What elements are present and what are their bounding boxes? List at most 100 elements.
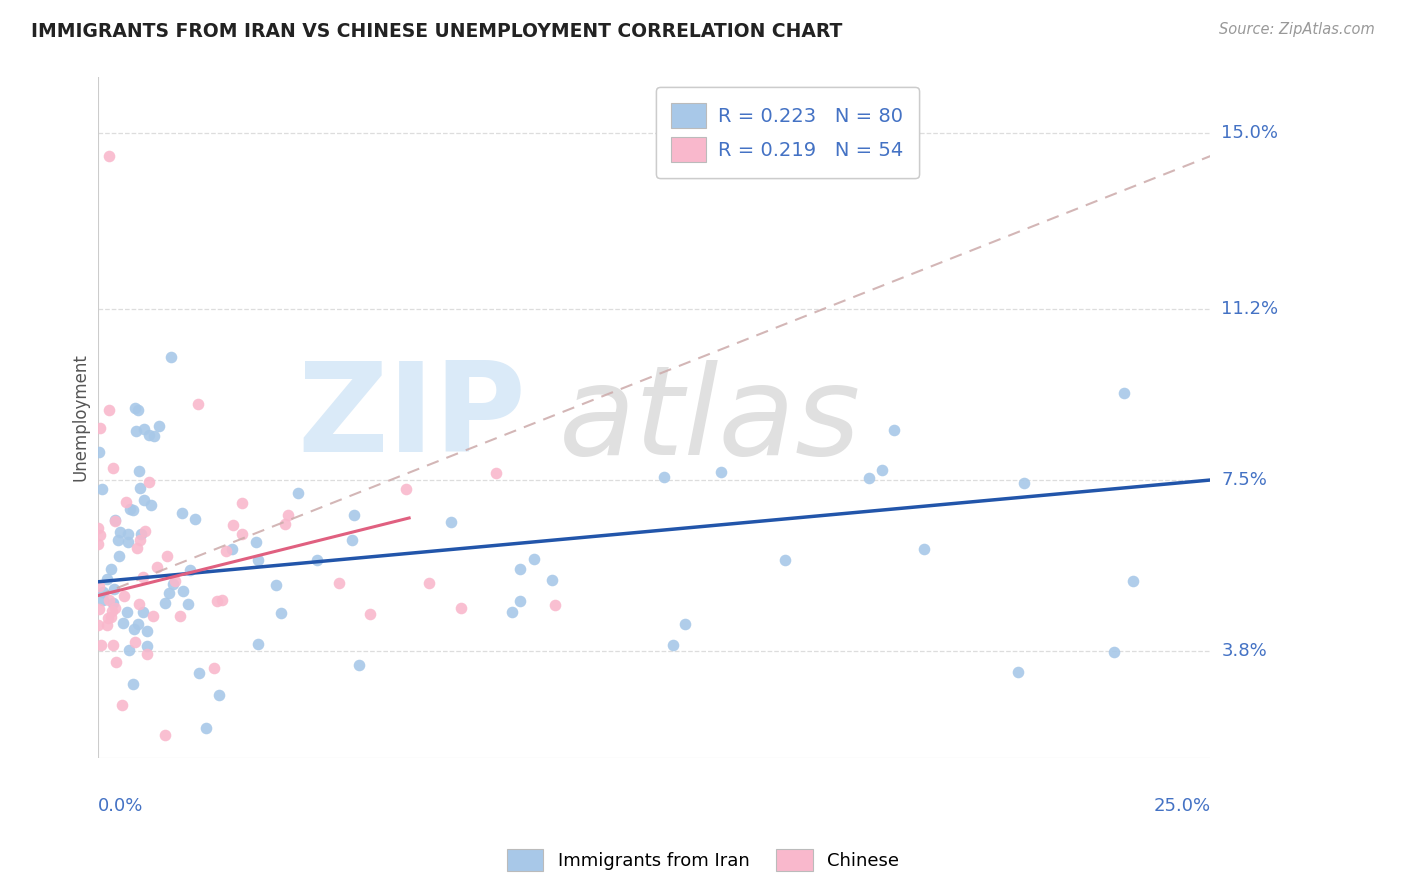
Point [142, 609, 165, 624]
Point [156, 549, 179, 564]
Point [122, 503, 145, 517]
Point [231, 526, 253, 541]
Point [138, 475, 160, 489]
Point [1114, 385, 1136, 400]
Point [104, 600, 127, 615]
Point [128, 597, 150, 611]
Point [112, 590, 135, 604]
Point [97, 611, 120, 625]
Point [914, 541, 936, 556]
Point [1012, 475, 1035, 490]
Legend: R = 0.223   N = 80, R = 0.219   N = 54: R = 0.223 N = 80, R = 0.219 N = 54 [657, 87, 920, 178]
Point [136, 640, 159, 654]
Point [97, 149, 120, 163]
Point [246, 552, 269, 566]
Point [132, 570, 155, 584]
Point [96, 572, 118, 586]
Point [101, 460, 124, 475]
Point [440, 515, 463, 529]
Point [509, 594, 531, 608]
Point [111, 698, 134, 713]
Point [129, 533, 152, 547]
Text: 15.0%: 15.0% [1222, 124, 1278, 142]
Point [100, 562, 122, 576]
Point [100, 610, 122, 624]
Point [103, 582, 125, 597]
Point [509, 562, 531, 576]
Text: IMMIGRANTS FROM IRAN VS CHINESE UNEMPLOYMENT CORRELATION CHART: IMMIGRANTS FROM IRAN VS CHINESE UNEMPLOY… [31, 22, 842, 41]
Point [89, 445, 111, 459]
Point [97, 402, 120, 417]
Point [541, 573, 564, 587]
Point [146, 560, 169, 574]
Point [148, 418, 170, 433]
Point [211, 593, 233, 607]
Point [118, 502, 141, 516]
Point [87, 537, 110, 551]
Text: 7.5%: 7.5% [1222, 471, 1267, 489]
Point [652, 469, 675, 483]
Point [277, 508, 299, 523]
Point [231, 496, 253, 510]
Point [87, 601, 110, 615]
Point [773, 553, 796, 567]
Point [328, 576, 350, 591]
Point [122, 676, 145, 690]
Point [215, 544, 238, 558]
Point [710, 465, 733, 479]
Point [115, 606, 138, 620]
Point [117, 526, 139, 541]
Point [177, 597, 200, 611]
Y-axis label: Unemployment: Unemployment [72, 353, 89, 482]
Point [172, 584, 194, 599]
Point [162, 576, 184, 591]
Point [139, 498, 162, 512]
Point [91, 584, 114, 599]
Point [1104, 645, 1126, 659]
Point [883, 423, 905, 437]
Point [1007, 665, 1029, 679]
Point [202, 661, 225, 675]
Point [307, 553, 329, 567]
Point [501, 605, 523, 619]
Point [131, 605, 153, 619]
Point [395, 482, 418, 496]
Point [91, 483, 114, 497]
Point [273, 516, 295, 531]
Point [870, 463, 893, 477]
Point [172, 506, 194, 520]
Point [153, 596, 176, 610]
Point [264, 577, 287, 591]
Point [418, 576, 440, 591]
Point [91, 593, 114, 607]
Point [104, 513, 127, 527]
Point [450, 601, 472, 615]
Point [543, 599, 565, 613]
Point [122, 623, 145, 637]
Point [115, 495, 138, 509]
Point [105, 655, 128, 669]
Point [245, 534, 267, 549]
Point [127, 616, 149, 631]
Point [89, 420, 111, 434]
Point [124, 401, 146, 415]
Point [523, 552, 546, 566]
Point [343, 508, 366, 523]
Point [673, 617, 696, 632]
Point [208, 689, 231, 703]
Text: 3.8%: 3.8% [1222, 642, 1267, 660]
Point [129, 527, 152, 541]
Point [221, 541, 243, 556]
Point [124, 634, 146, 648]
Point [184, 512, 207, 526]
Point [108, 549, 131, 563]
Point [138, 428, 160, 442]
Point [100, 604, 122, 618]
Point [134, 524, 156, 539]
Point [103, 638, 125, 652]
Point [128, 482, 150, 496]
Point [90, 638, 112, 652]
Point [342, 533, 364, 547]
Point [187, 396, 209, 410]
Point [104, 514, 127, 528]
